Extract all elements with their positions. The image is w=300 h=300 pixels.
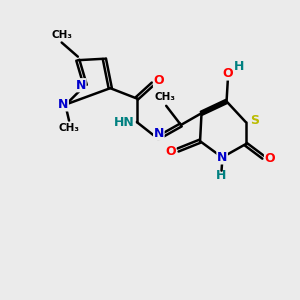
Text: N: N: [217, 151, 227, 164]
Text: O: O: [265, 152, 275, 165]
Text: CH₃: CH₃: [58, 124, 80, 134]
Text: O: O: [165, 145, 176, 158]
Text: O: O: [154, 74, 164, 87]
Text: O: O: [222, 67, 233, 80]
Text: N: N: [76, 79, 86, 92]
Text: H: H: [216, 169, 227, 182]
Text: N: N: [58, 98, 68, 111]
Text: S: S: [250, 114, 259, 127]
Text: HN: HN: [114, 116, 135, 128]
Text: CH₃: CH₃: [154, 92, 175, 102]
Text: CH₃: CH₃: [51, 30, 72, 40]
Text: N: N: [154, 127, 164, 140]
Text: H: H: [234, 60, 244, 73]
